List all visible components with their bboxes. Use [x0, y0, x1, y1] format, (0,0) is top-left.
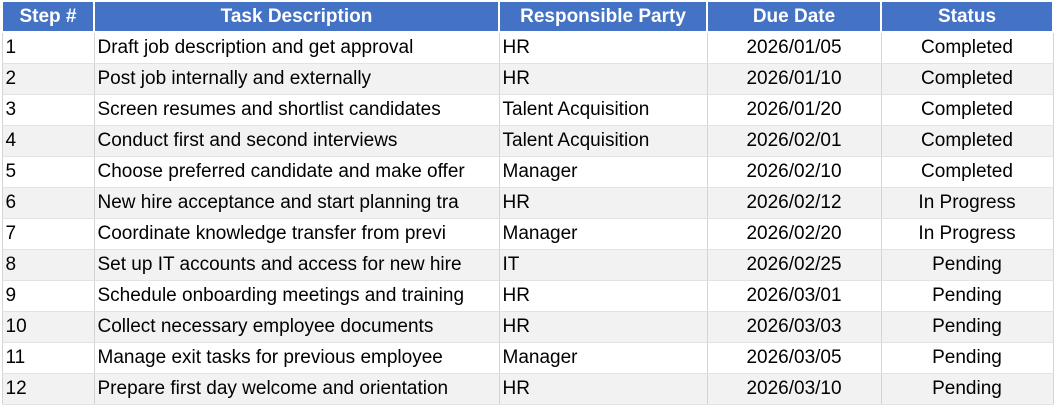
cell-due-date[interactable]: 2026/01/20 — [706, 94, 882, 126]
cell-task-description[interactable]: New hire acceptance and start planning t… — [93, 187, 500, 219]
table-row: 9 Schedule onboarding meetings and traini… — [1, 280, 1054, 312]
cell-step[interactable]: 4 — [1, 125, 95, 157]
cell-status[interactable]: Pending — [880, 342, 1054, 374]
table-row: 1 Draft job description and get approval H… — [1, 31, 1054, 64]
cell-step[interactable]: 5 — [1, 156, 95, 188]
header-responsible-party[interactable]: Responsible Party — [498, 1, 708, 33]
table-row: 11 Manage exit tasks for previous employe… — [1, 342, 1054, 374]
cell-step[interactable]: 10 — [1, 311, 95, 343]
table-row: 6 New hire acceptance and start planning … — [1, 187, 1054, 219]
cell-responsible-party[interactable]: Manager — [498, 342, 708, 374]
cell-task-description[interactable]: Set up IT accounts and access for new hi… — [93, 249, 500, 281]
header-task-description[interactable]: Task Description — [93, 1, 500, 33]
cell-responsible-party[interactable]: Manager — [498, 156, 708, 188]
cell-step[interactable]: 9 — [1, 280, 95, 312]
header-status[interactable]: Status — [880, 1, 1054, 33]
table-row: 2 Post job internally and externally HR 202… — [1, 63, 1054, 95]
header-row: Step # Task Description Responsible Part… — [1, 1, 1054, 33]
cell-due-date[interactable]: 2026/02/10 — [706, 156, 882, 188]
header-step[interactable]: Step # — [1, 1, 95, 33]
cell-task-description[interactable]: Manage exit tasks for previous employee — [93, 342, 500, 374]
table-row: 12 Prepare first day welcome and orientat… — [1, 373, 1054, 405]
table-row: 10 Collect necessary employee documents HR… — [1, 311, 1054, 343]
cell-status[interactable]: Completed — [880, 31, 1054, 64]
cell-due-date[interactable]: 2026/02/25 — [706, 249, 882, 281]
cell-responsible-party[interactable]: HR — [498, 311, 708, 343]
cell-responsible-party[interactable]: HR — [498, 31, 708, 64]
cell-status[interactable]: Pending — [880, 280, 1054, 312]
table-row: 7 Coordinate knowledge transfer from prev… — [1, 218, 1054, 250]
cell-responsible-party[interactable]: Talent Acquisition — [498, 94, 708, 126]
cell-task-description[interactable]: Conduct first and second interviews — [93, 125, 500, 157]
cell-responsible-party[interactable]: HR — [498, 373, 708, 405]
table-row: 3 Screen resumes and shortlist candidates… — [1, 94, 1054, 126]
cell-due-date[interactable]: 2026/03/01 — [706, 280, 882, 312]
cell-due-date[interactable]: 2026/01/05 — [706, 31, 882, 64]
cell-status[interactable]: Pending — [880, 373, 1054, 405]
cell-task-description[interactable]: Post job internally and externally — [93, 63, 500, 95]
cell-due-date[interactable]: 2026/02/01 — [706, 125, 882, 157]
cell-status[interactable]: Completed — [880, 156, 1054, 188]
cell-responsible-party[interactable]: HR — [498, 280, 708, 312]
cell-status[interactable]: Pending — [880, 311, 1054, 343]
cell-task-description[interactable]: Prepare first day welcome and orientatio… — [93, 373, 500, 405]
cell-task-description[interactable]: Collect necessary employee documents — [93, 311, 500, 343]
cell-step[interactable]: 7 — [1, 218, 95, 250]
cell-task-description[interactable]: Schedule onboarding meetings and trainin… — [93, 280, 500, 312]
cell-due-date[interactable]: 2026/01/10 — [706, 63, 882, 95]
header-due-date[interactable]: Due Date — [706, 1, 882, 33]
cell-step[interactable]: 12 — [1, 373, 95, 405]
cell-due-date[interactable]: 2026/03/05 — [706, 342, 882, 374]
cell-due-date[interactable]: 2026/03/10 — [706, 373, 882, 405]
cell-status[interactable]: Completed — [880, 94, 1054, 126]
table-row: 8 Set up IT accounts and access for new h… — [1, 249, 1054, 281]
cell-status[interactable]: Completed — [880, 125, 1054, 157]
cell-step[interactable]: 11 — [1, 342, 95, 374]
cell-responsible-party[interactable]: Talent Acquisition — [498, 125, 708, 157]
cell-responsible-party[interactable]: Manager — [498, 218, 708, 250]
cell-task-description[interactable]: Screen resumes and shortlist candidates — [93, 94, 500, 126]
cell-task-description[interactable]: Coordinate knowledge transfer from previ — [93, 218, 500, 250]
cell-task-description[interactable]: Draft job description and get approval — [93, 31, 500, 64]
cell-responsible-party[interactable]: IT — [498, 249, 708, 281]
cell-due-date[interactable]: 2026/02/20 — [706, 218, 882, 250]
cell-task-description[interactable]: Choose preferred candidate and make offe… — [93, 156, 500, 188]
cell-status[interactable]: In Progress — [880, 218, 1054, 250]
cell-status[interactable]: Pending — [880, 249, 1054, 281]
cell-step[interactable]: 3 — [1, 94, 95, 126]
table-row: 5 Choose preferred candidate and make off… — [1, 156, 1054, 188]
cell-status[interactable]: In Progress — [880, 187, 1054, 219]
cell-step[interactable]: 2 — [1, 63, 95, 95]
cell-step[interactable]: 8 — [1, 249, 95, 281]
cell-due-date[interactable]: 2026/02/12 — [706, 187, 882, 219]
cell-responsible-party[interactable]: HR — [498, 63, 708, 95]
cell-due-date[interactable]: 2026/03/03 — [706, 311, 882, 343]
cell-status[interactable]: Completed — [880, 63, 1054, 95]
table-row: 4 Conduct first and second interviews Tale… — [1, 125, 1054, 157]
cell-step[interactable]: 1 — [1, 31, 95, 64]
cell-responsible-party[interactable]: HR — [498, 187, 708, 219]
cell-step[interactable]: 6 — [1, 187, 95, 219]
